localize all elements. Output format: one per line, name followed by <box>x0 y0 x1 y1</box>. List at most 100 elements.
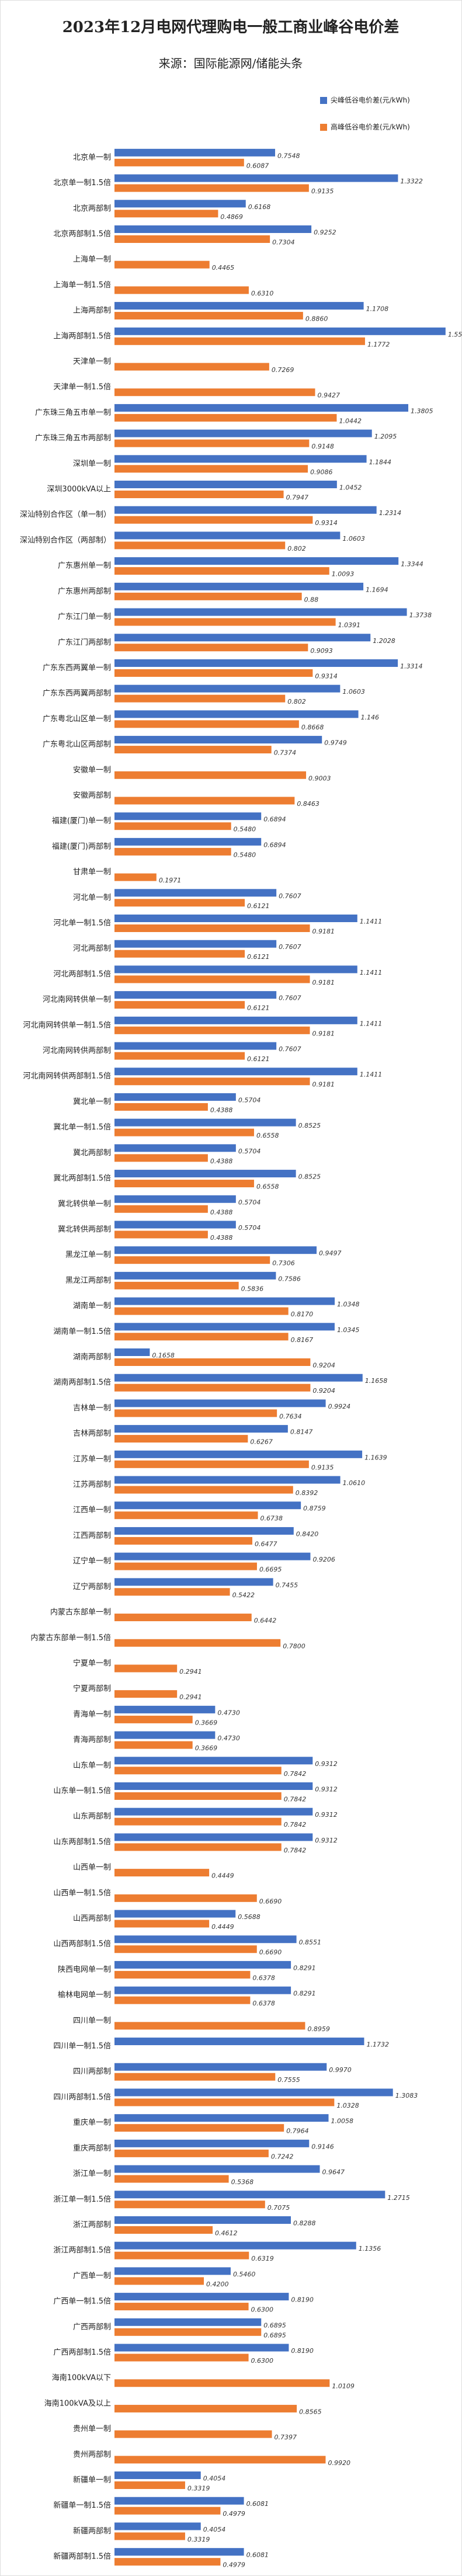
value-label: 0.3669 <box>195 1719 218 1726</box>
value-label: 0.8190 <box>291 2296 313 2304</box>
value-label: 0.4388 <box>210 1234 233 1242</box>
bar <box>114 455 367 463</box>
y-tick-label: 新疆单一制 <box>73 2476 111 2485</box>
bar <box>114 439 310 447</box>
value-label: 1.1356 <box>359 2245 381 2252</box>
bar <box>114 2139 310 2147</box>
y-tick-label: 河北南网转供两部制1.5倍 <box>23 1072 111 1081</box>
bar <box>114 1144 236 1152</box>
value-label: 0.9970 <box>329 2066 352 2074</box>
bar <box>114 822 231 830</box>
bar <box>114 1511 258 1520</box>
bar <box>114 2522 201 2530</box>
legend-swatch <box>320 124 327 131</box>
bar <box>114 1476 341 1484</box>
value-label: 0.9497 <box>319 1250 342 1257</box>
value-label: 0.7374 <box>274 749 297 757</box>
bar <box>114 1154 208 1162</box>
bar <box>114 1195 236 1203</box>
value-label: 0.9312 <box>315 1785 338 1793</box>
bar <box>114 659 398 667</box>
bar <box>114 1460 309 1468</box>
value-label: 1.3738 <box>409 611 432 619</box>
y-tick-label: 河北南网转供单一制 <box>43 995 111 1004</box>
bar <box>114 1052 245 1060</box>
value-label: 0.8190 <box>291 2347 313 2355</box>
value-label: 0.9181 <box>312 1081 335 1089</box>
y-tick-label: 广西单一制1.5倍 <box>53 2297 111 2306</box>
bar <box>114 312 303 320</box>
y-tick-label: 深汕特别合作区（单一制） <box>20 510 111 519</box>
bar <box>114 1297 335 1305</box>
bar <box>114 1782 313 1790</box>
bar <box>114 644 308 652</box>
y-tick-label: 新疆两部制1.5倍 <box>53 2552 111 2561</box>
y-tick-label: 湖南两部制 <box>73 1353 111 1362</box>
value-label: 1.0345 <box>337 1326 360 1334</box>
value-label: 0.3319 <box>187 2536 210 2543</box>
value-label: 0.7586 <box>278 1275 301 1282</box>
bar <box>114 608 407 616</box>
bar <box>114 158 244 166</box>
bar <box>114 210 218 218</box>
bar <box>114 2124 284 2132</box>
y-tick-label: 青海两部制 <box>73 1736 111 1744</box>
value-label: 0.8860 <box>305 315 328 323</box>
y-tick-label: 广东江门单一制 <box>58 613 111 621</box>
y-tick-label: 四川单一制1.5倍 <box>53 2042 111 2051</box>
value-label: 0.6121 <box>247 953 270 961</box>
value-label: 0.7242 <box>271 2153 294 2160</box>
value-label: 0.3669 <box>195 1744 218 1752</box>
y-tick-label: 内蒙古东部单一制1.5倍 <box>30 1633 111 1642</box>
bar <box>114 1664 178 1673</box>
value-label: 1.0603 <box>342 535 365 543</box>
y-tick-label: 宁夏两部制 <box>73 1684 111 1694</box>
value-label: 1.1411 <box>360 1020 383 1027</box>
bar <box>114 1807 313 1816</box>
value-label: 0.4979 <box>223 2561 245 2569</box>
value-label: 0.6081 <box>246 2551 269 2559</box>
bar <box>114 2251 249 2259</box>
value-label: 1.2715 <box>387 2194 410 2202</box>
bar <box>114 847 231 856</box>
bar <box>114 1068 357 1076</box>
bar <box>114 669 313 677</box>
bar <box>114 2149 269 2157</box>
value-label: 0.8959 <box>307 2025 330 2033</box>
bar <box>114 1246 317 1254</box>
y-tick-label: 冀北转供单一制 <box>58 1199 111 1208</box>
value-label: 0.9181 <box>312 928 335 936</box>
bar <box>114 915 357 923</box>
y-tick-label: 广东惠州单一制 <box>58 562 111 571</box>
bar <box>114 2532 185 2540</box>
bar <box>114 710 359 718</box>
y-tick-label: 海南100kVA以下 <box>52 2373 111 2383</box>
bar <box>114 1093 236 1101</box>
bar <box>114 1536 253 1545</box>
bar <box>114 1767 282 1775</box>
value-label: 0.8167 <box>291 1336 314 1344</box>
chart-title: 2023年12月电网代理购电一般工商业峰谷电价差 <box>62 18 400 36</box>
value-label: 1.0603 <box>342 688 365 696</box>
value-label: 1.1732 <box>366 2041 389 2049</box>
bar <box>114 2241 356 2250</box>
value-label: 0.6894 <box>263 841 286 849</box>
value-label: 0.9146 <box>311 2143 334 2150</box>
bar <box>114 2277 204 2285</box>
y-tick-label: 重庆两部制 <box>73 2143 111 2153</box>
bar <box>114 1042 277 1050</box>
bar <box>114 404 409 412</box>
value-label: 1.2095 <box>374 433 397 440</box>
value-label: 0.9924 <box>328 1403 351 1410</box>
y-tick-label: 辽宁两部制 <box>73 1582 111 1591</box>
y-tick-label: 冀北转供两部制 <box>58 1225 111 1234</box>
value-label: 0.9181 <box>312 1030 335 1037</box>
bar <box>114 975 310 983</box>
bar <box>114 1230 208 1239</box>
value-label: 0.88 <box>304 596 319 603</box>
y-tick-label: 宁夏单一制 <box>73 1659 111 1668</box>
value-label: 0.5460 <box>233 2271 256 2278</box>
legend-label: 尖峰低谷电价差(元/kWh) <box>331 96 410 105</box>
value-label: 0.4730 <box>217 1709 240 1716</box>
bar <box>114 634 371 642</box>
